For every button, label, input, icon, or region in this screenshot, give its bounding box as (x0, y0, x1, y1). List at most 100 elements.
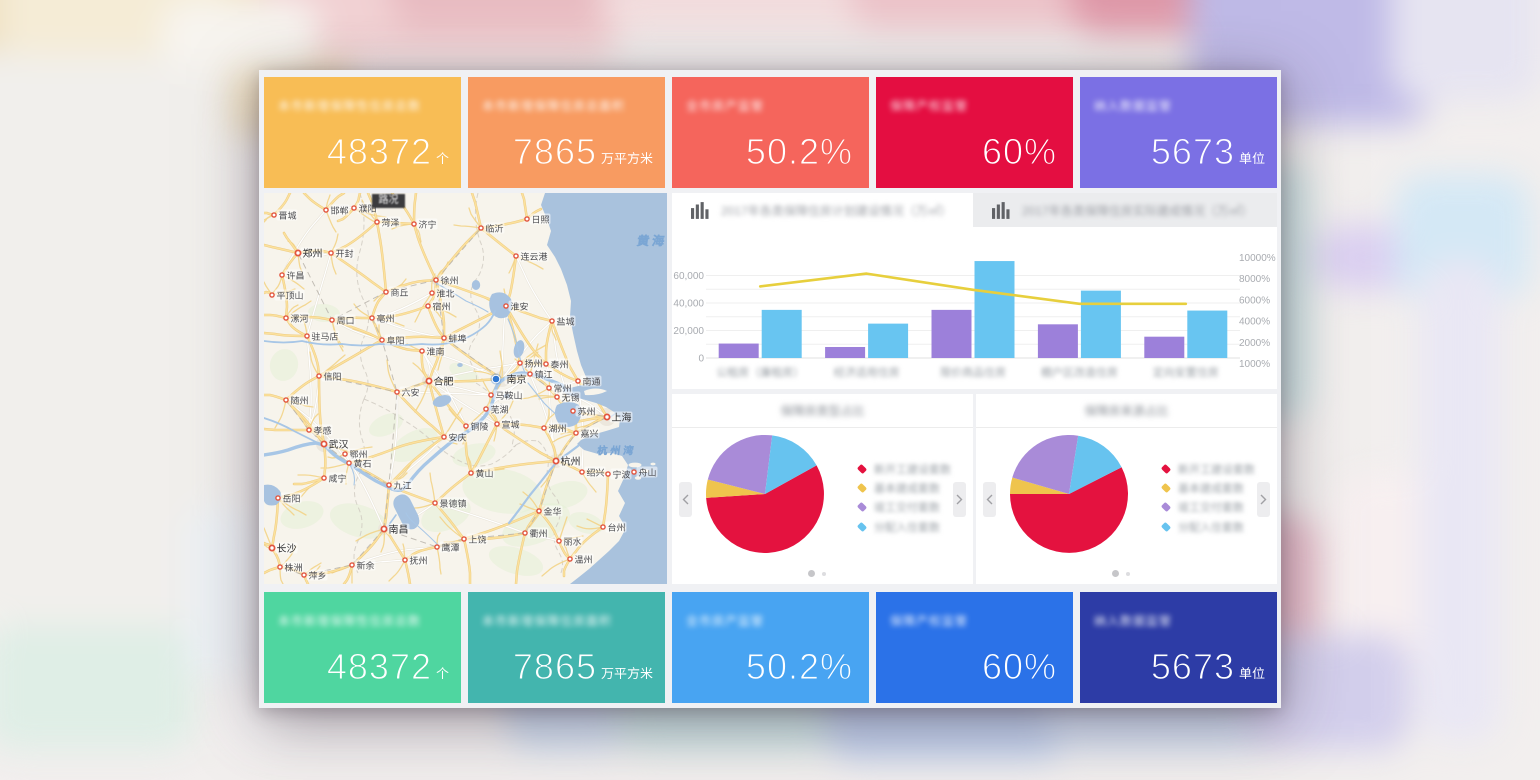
stat-card-bottom-2[interactable]: 本市新增保障住房面积 7865 (468, 592, 665, 703)
legend-diamond-icon (856, 482, 868, 494)
pie-slice[interactable] (1010, 467, 1128, 553)
bar[interactable] (1037, 324, 1078, 358)
legend-diamond-icon (856, 521, 868, 532)
bar-chart-icon (992, 201, 1010, 219)
tab-1-label: 2017年各类保障住房计划建设情况（万㎡） (721, 203, 952, 218)
stat-card-title: 保障产权监管 (890, 99, 969, 113)
pager-dot-active[interactable] (807, 570, 815, 577)
legend-item[interactable]: 新开工建设套数 (1160, 459, 1255, 478)
bar[interactable] (974, 261, 1015, 358)
carousel-prev-button[interactable] (983, 482, 996, 517)
bar[interactable] (931, 309, 972, 358)
pie-title: 保障房类型占比 (780, 404, 865, 418)
bar[interactable] (761, 309, 802, 358)
legend-diamond-icon (1160, 482, 1172, 494)
pie-legend: 新开工建设套数 基本建成套数 竣工交付套数 分配入住套数 (856, 459, 951, 537)
stat-card-top-2[interactable]: 本市新增保障住房总面积 7865 (468, 77, 665, 188)
right-axis-tick: 10000% (1239, 253, 1276, 264)
pager-dot[interactable] (1125, 571, 1130, 576)
right-axis-tick: 4000% (1239, 317, 1270, 328)
pie-slice[interactable] (1069, 435, 1122, 494)
bar-category-label: 定向安置住房 (1152, 367, 1219, 379)
bar[interactable] (868, 323, 909, 358)
backdrop-blob (1390, 0, 1540, 100)
tab-chart-2[interactable]: 2017年各类保障住房实际建成情况（万㎡） (973, 193, 1274, 227)
bar-line-chart[interactable]: 0 20,000 40,000 60,000 10000% 8000% 6000% 4000%… (672, 227, 1277, 389)
carousel-next-button[interactable] (953, 482, 966, 517)
pie-slice[interactable] (1009, 477, 1069, 495)
pie-slice[interactable] (707, 434, 773, 494)
legend-item[interactable]: 竣工交付套数 (856, 498, 951, 517)
stat-unit (600, 666, 654, 681)
map-badge[interactable]: 路况 (372, 194, 405, 208)
carousel-pager (672, 570, 961, 577)
tab-2-label: 2017年各类保障住房实际建成情况（万㎡） (1022, 203, 1253, 218)
left-axis-tick: 40,000 (673, 299, 704, 310)
bar-category-label: 经济适用住房 (833, 367, 900, 379)
legend-item[interactable]: 新开工建设套数 (856, 459, 951, 478)
stat-card-bottom-3[interactable]: 全市房产监管 50.2% (672, 592, 869, 703)
stat-number: 50.2% (745, 131, 853, 172)
stat-number: 7865 (512, 646, 597, 687)
stat-card-value: 7865 (512, 646, 654, 687)
bar[interactable] (1187, 310, 1228, 358)
bar[interactable] (825, 347, 866, 358)
chevron-left-icon (682, 494, 689, 505)
pie-legend: 新开工建设套数 基本建成套数 竣工交付套数 分配入住套数 (1160, 459, 1255, 537)
stat-unit (1060, 666, 1062, 681)
legend-item[interactable]: 基本建成套数 (856, 478, 951, 497)
stat-card-value: 50.2% (745, 131, 858, 172)
pie-slice[interactable] (706, 465, 824, 553)
backdrop-blob (160, 0, 320, 70)
stat-card-top-4[interactable]: 保障产权监管 60% (876, 77, 1073, 188)
pager-dot-active[interactable] (1111, 570, 1119, 577)
stat-card-top-5[interactable]: 纳入数据监管 5673 (1080, 77, 1277, 188)
line-series[interactable] (758, 272, 1188, 306)
stat-unit (435, 666, 450, 681)
pie-slice[interactable] (705, 479, 765, 498)
pie-slice[interactable] (1012, 434, 1079, 494)
legend-label: 新开工建设套数 (1178, 463, 1255, 476)
stat-card-top-3[interactable]: 全市房产监管 50.2% (672, 77, 869, 188)
legend-label: 竣工交付套数 (874, 502, 940, 515)
bar[interactable] (1144, 336, 1185, 358)
pie-chart[interactable] (672, 428, 973, 584)
map-panel[interactable]: 路况 (264, 193, 667, 584)
stat-card-bottom-4[interactable]: 保障产权监管 60% (876, 592, 1073, 703)
tab-chart-1[interactable]: 2017年各类保障住房计划建设情况（万㎡） (672, 193, 973, 227)
legend-diamond-icon (856, 463, 868, 474)
stat-card-value: 7865 (512, 133, 654, 170)
chevron-right-icon (1260, 494, 1267, 505)
bar[interactable] (718, 343, 759, 358)
stat-unit (435, 151, 450, 166)
stat-card-top-1[interactable]: 本市新增保障性住房总数 48372 (264, 77, 461, 188)
stat-card-title: 本市新增保障性住房总数 (278, 614, 422, 628)
stat-card-value: 5673 (1150, 133, 1266, 170)
pie-chart[interactable] (976, 428, 1277, 584)
bar-chart-card: 2017年各类保障住房计划建设情况（万㎡） 2017年各类保障住房实际建成情况（… (672, 193, 1277, 389)
stat-card-bottom-5[interactable]: 纳入数据监管 5673 (1080, 592, 1277, 703)
pager-dot[interactable] (821, 571, 826, 576)
legend-item[interactable]: 竣工交付套数 (1160, 498, 1255, 517)
legend-label: 基本建成套数 (874, 483, 940, 496)
backdrop-blob (1420, 260, 1500, 740)
pie-title: 保障房来源占比 (1084, 404, 1169, 418)
bar[interactable] (1080, 290, 1121, 358)
stat-card-bottom-1[interactable]: 本市新增保障性住房总数 48372 (264, 592, 461, 703)
legend-item[interactable]: 基本建成套数 (1160, 478, 1255, 497)
bar-chart-icon (691, 201, 709, 219)
legend-label: 新开工建设套数 (874, 463, 951, 476)
stat-number: 5673 (1150, 646, 1235, 687)
stat-card-title: 本市新增保障住房面积 (482, 614, 613, 628)
chart-tabs: 2017年各类保障住房计划建设情况（万㎡） 2017年各类保障住房实际建成情况（… (672, 193, 1277, 227)
legend-diamond-icon (1160, 502, 1172, 513)
legend-item[interactable]: 分配入住套数 (1160, 517, 1255, 536)
legend-item[interactable]: 分配入住套数 (856, 517, 951, 536)
china-road-map[interactable] (264, 193, 667, 584)
stat-number: 48372 (326, 131, 432, 172)
carousel-prev-button[interactable] (679, 482, 692, 517)
stat-unit (1238, 666, 1266, 681)
stat-number: 48372 (326, 646, 432, 687)
carousel-next-button[interactable] (1257, 482, 1270, 517)
pie-slice[interactable] (765, 435, 817, 494)
